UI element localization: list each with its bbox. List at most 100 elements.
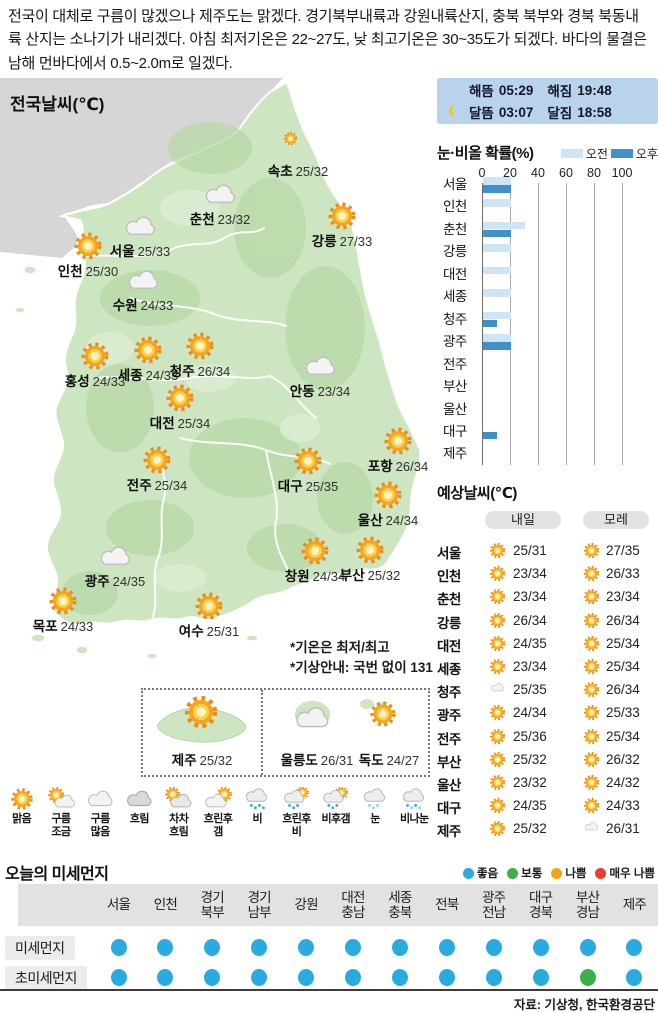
dust-region-label: 제주 <box>622 897 647 913</box>
sun-icon <box>489 542 506 559</box>
sun-icon <box>142 445 172 480</box>
legend-item: 차차 흐림 <box>159 786 198 838</box>
chart-city-label: 강릉 <box>443 244 467 260</box>
chart-city-label: 세종 <box>443 289 467 305</box>
dust-level-item: 나쁨 <box>551 865 586 881</box>
sun-then-cloud-icon <box>163 786 195 811</box>
sun-icon <box>446 82 462 98</box>
forecast-temp-tomorrow: 25/32 <box>513 751 547 767</box>
pm-legend-label: 오후 <box>635 147 658 161</box>
legend-item: 흐림 <box>120 786 159 838</box>
forecast-temp-tomorrow: 24/35 <box>513 635 547 651</box>
moonset-time: 18:58 <box>577 104 612 120</box>
korea-map-graphic <box>0 78 422 660</box>
sun-icon <box>327 201 357 236</box>
dust-level-item: 보통 <box>507 865 542 881</box>
dust-value-dot <box>110 968 127 986</box>
station-label: 안동 23/34 <box>289 384 351 399</box>
legend-item: 비 <box>238 786 277 838</box>
inset-jeju-cell: 제주 25/32 <box>143 690 263 775</box>
chart-title: 눈·비올 확률(%) <box>437 145 534 162</box>
sun-icon <box>489 565 506 582</box>
chart-city-label: 인천 <box>443 199 467 215</box>
sun-icon <box>583 681 600 698</box>
dust-value-dot <box>579 938 596 956</box>
dust-region-label: 인천 <box>153 897 178 913</box>
dust-level-label: 보통 <box>521 868 543 880</box>
moon-icon <box>446 104 462 120</box>
sun-icon <box>583 542 600 559</box>
dust-value-dot <box>532 938 549 956</box>
dust-value-dot <box>298 938 315 956</box>
dust-region-label: 경기 남부 <box>247 889 272 920</box>
moonrise-row: 달뜸 03:07 달짐 18:58 <box>437 102 658 122</box>
sunset-label: 해짐 <box>547 84 573 99</box>
gridline <box>594 183 595 465</box>
dust-title: 오늘의 미세먼지 <box>5 866 109 883</box>
sun-icon <box>489 612 506 628</box>
forecast-city: 제주 <box>437 824 461 840</box>
dust-level-label: 매우 나쁨 <box>609 868 655 880</box>
forecast-row: 인천 23/34 26/33 <box>437 563 658 585</box>
legend-item: 비나눈 <box>395 786 434 838</box>
inset-ulleung-dokdo-cell: 울릉도 26/31 독도 24/27 <box>263 690 428 775</box>
chart-city-label: 울산 <box>443 401 467 417</box>
sun-icon <box>583 658 600 675</box>
sun-moon-times-box: 해뜸 05:29 해짐 19:48 달뜸 03:07 달짐 18:58 <box>437 78 658 124</box>
legend-label: 비후갬 <box>321 813 351 825</box>
sun-icon <box>583 751 600 767</box>
forecast-city: 대전 <box>437 638 461 654</box>
bottom-rule <box>0 989 658 991</box>
rain-or-snow-icon <box>398 786 430 811</box>
forecast-temp-day-after: 25/34 <box>606 635 640 651</box>
forecast-row: 제주 25/32 26/31 <box>437 818 658 840</box>
dust-level-dot <box>507 867 519 879</box>
forecast-temp-tomorrow: 25/32 <box>513 821 547 837</box>
moonset-label: 달짐 <box>547 106 573 121</box>
pm-bar <box>483 431 497 440</box>
legend-label: 비 <box>252 813 262 825</box>
cloud-icon <box>96 542 134 576</box>
sun-icon <box>73 231 103 266</box>
legend-item: 구름 많음 <box>81 786 120 838</box>
am-bar <box>483 221 525 230</box>
cloud-icon <box>121 212 159 246</box>
legend-label: 비나눈 <box>400 813 429 825</box>
forecast-city: 세종 <box>437 662 461 677</box>
dust-region-header: 서울 인천 경기 북부 경기 남부 강원 대전 충남 세종 충북 전북 광주 전남 대구 경북 부산… <box>18 884 658 926</box>
dust-level-dot <box>462 867 474 879</box>
forecast-temp-day-after: 26/32 <box>606 751 640 767</box>
precip-probability-chart: 눈·비올 확률(%) 오전 오후 0 20 40 60 80 100 서울 인천 춘천 강릉 대전 세… <box>437 142 658 480</box>
korea-weather-map: 전국날씨(℃) 속초 25/32 춘천 23/32 강릉 27/33 서울 25/33 인천 25… <box>0 78 435 790</box>
dust-value-dot <box>251 968 268 986</box>
legend-label: 구름 조금 <box>51 813 71 838</box>
chart-city-label: 청주 <box>443 311 467 327</box>
column-header-day-after: 모레 <box>583 511 649 529</box>
sun-icon <box>489 751 506 767</box>
station-label: 대전 25/34 <box>149 416 211 431</box>
x-tick: 0 <box>478 166 486 180</box>
station-label: 목포 24/33 <box>32 619 94 634</box>
forecast-temp-day-after: 26/31 <box>606 821 640 837</box>
forecast-row: 춘천 23/34 23/34 <box>437 586 658 608</box>
dust-region-label: 부산 경남 <box>575 889 600 920</box>
dust-level-dot <box>551 867 563 879</box>
station-label: 서울 25/33 <box>109 244 171 259</box>
sun-icon <box>583 704 600 721</box>
dust-region-label: 세종 충북 <box>388 889 412 920</box>
legend-label: 눈 <box>370 813 380 825</box>
cloud-sun-rain-icon <box>280 786 312 811</box>
chart-city-label: 광주 <box>443 334 467 350</box>
chart-city-label: 부산 <box>443 379 467 395</box>
dust-value-dot <box>391 938 408 956</box>
chart-city-label: 대구 <box>443 423 467 439</box>
forecast-city: 대구 <box>437 801 461 817</box>
cloud-icon <box>84 786 116 811</box>
forecast-row: 광주 24/34 25/33 <box>437 702 658 724</box>
station-label: 홍성 24/33 <box>64 374 126 389</box>
forecast-temp-day-after: 24/32 <box>606 775 640 790</box>
forecast-city: 춘천 <box>437 592 461 608</box>
cloud-icon <box>124 266 162 300</box>
x-tick: 80 <box>587 166 601 180</box>
forecast-temp-tomorrow: 24/35 <box>513 798 547 814</box>
